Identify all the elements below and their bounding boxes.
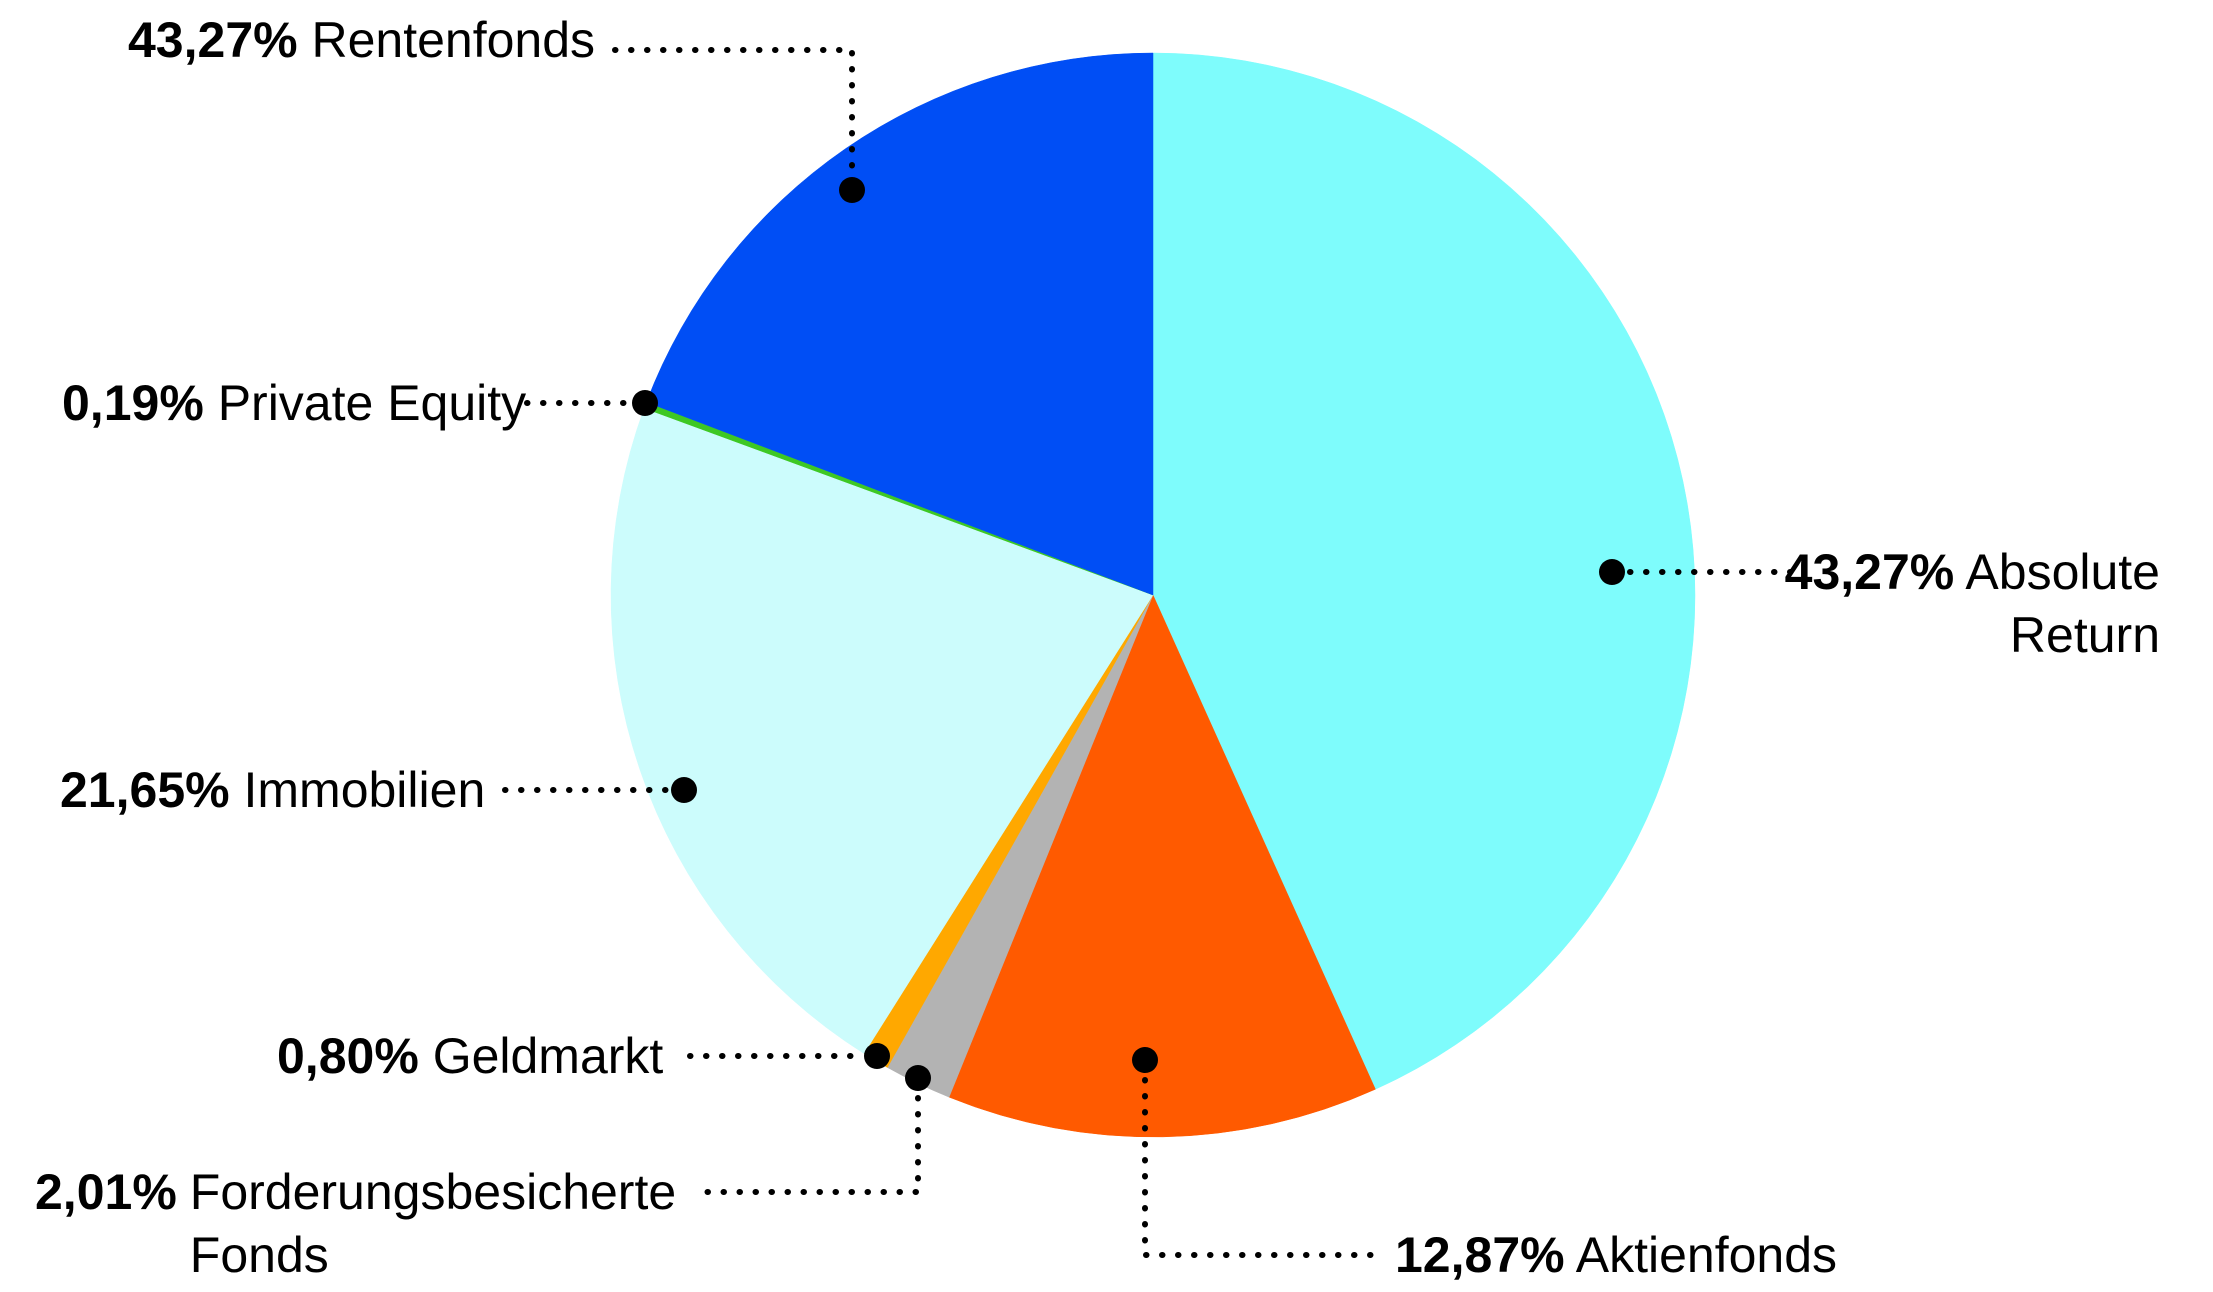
pie-slice-aktienfonds: [948, 594, 1376, 1138]
label-aktienfonds-value: 12,87%: [1395, 1227, 1565, 1283]
leader-line-aktienfonds: [1142, 1077, 1385, 1258]
label-rentenfonds-name: Rentenfonds: [311, 12, 596, 68]
label-rentenfonds: 43,27% Rentenfonds: [128, 9, 595, 72]
label-absolute-return-value: 43,27%: [1784, 544, 1955, 600]
leader-line-rentenfonds: [612, 47, 855, 175]
label-forderungsbesicherte-fonds-name: Forderungsbesicherte Fonds: [189, 1164, 677, 1283]
label-immobilien-name: Immobilien: [243, 762, 486, 818]
leader-dot-private-equity: [632, 390, 658, 416]
label-geldmarkt: 0,80% Geldmarkt: [277, 1025, 663, 1088]
pie-slice-absolute-return: [1152, 52, 1696, 1090]
leader-dot-aktienfonds: [1132, 1047, 1158, 1073]
leader-dot-immobilien: [671, 777, 697, 803]
label-private-equity-name: Private Equity: [217, 375, 527, 431]
pie-slice-rentenfonds: [646, 52, 1154, 596]
label-forderungsbesicherte-fonds: 2,01% Forderungsbesicherte Fonds: [35, 1161, 712, 1287]
label-geldmarkt-value: 0,80%: [277, 1028, 419, 1084]
label-private-equity-value: 0,19%: [62, 375, 204, 431]
leader-dot-rentenfonds: [839, 177, 865, 203]
label-forderungsbesicherte-fonds-value: 2,01%: [35, 1164, 177, 1220]
label-absolute-return-name: Absolute Return: [1965, 544, 2160, 663]
leader-dot-geldmarkt: [864, 1043, 890, 1069]
leader-dot-absolute-return: [1599, 559, 1625, 585]
label-rentenfonds-value: 43,27%: [128, 12, 298, 68]
label-immobilien-value: 21,65%: [60, 762, 230, 818]
label-geldmarkt-name: Geldmarkt: [432, 1028, 664, 1084]
label-aktienfonds-name: Aktienfonds: [1575, 1227, 1838, 1283]
leader-dot-forderungsbesicherte-fonds: [905, 1065, 931, 1091]
label-immobilien: 21,65% Immobilien: [60, 759, 485, 822]
pie-slice-immobilien: [610, 407, 1154, 1054]
label-aktienfonds: 12,87% Aktienfonds: [1395, 1224, 1837, 1287]
label-private-equity: 0,19% Private Equity: [62, 372, 526, 435]
label-absolute-return: 43,27% Absolute Return: [1728, 541, 2160, 667]
leader-line-forderungsbesicherte-fonds: [697, 1095, 921, 1195]
